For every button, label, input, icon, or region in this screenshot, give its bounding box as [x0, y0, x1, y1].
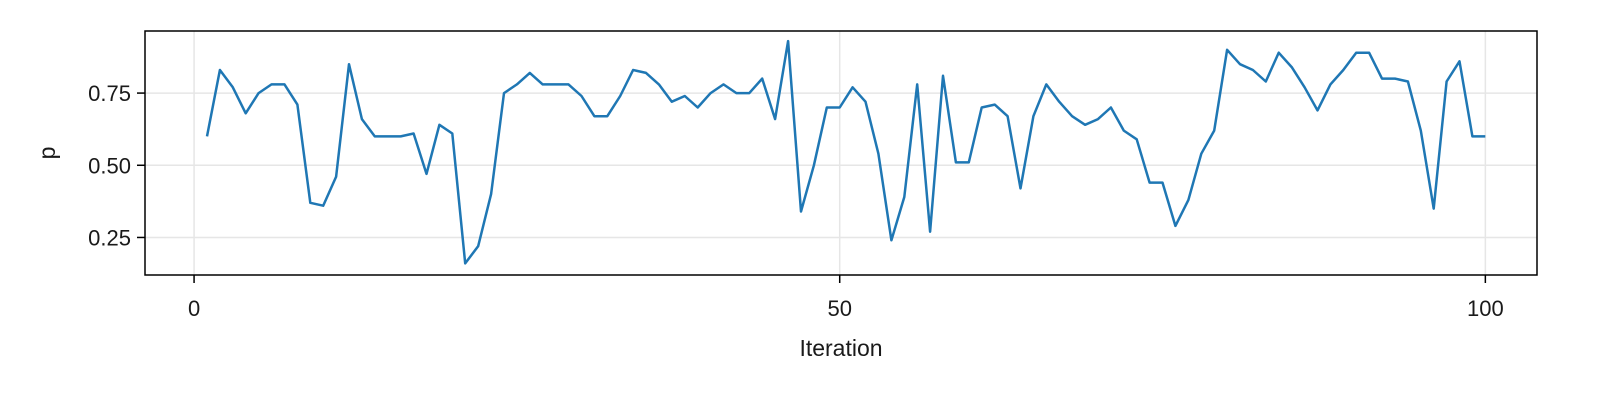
x-tick-label: 100: [1467, 296, 1504, 321]
series-line: [205, 39, 1486, 265]
y-axis-label: p: [34, 147, 60, 160]
plot-frame: [144, 30, 1538, 276]
grid: [145, 31, 1537, 275]
y-tick-label: 0.75: [88, 81, 131, 106]
x-tick-label: 50: [827, 296, 851, 321]
x-axis-label: Iteration: [799, 335, 882, 361]
y-tick-label: 0.50: [88, 153, 131, 178]
x-tick-label: 0: [188, 296, 200, 321]
y-axis-ticks: 0.25 0.50 0.75: [88, 81, 145, 250]
y-tick-label: 0.25: [88, 225, 131, 250]
x-axis-ticks: 0 50 100: [188, 275, 1504, 321]
